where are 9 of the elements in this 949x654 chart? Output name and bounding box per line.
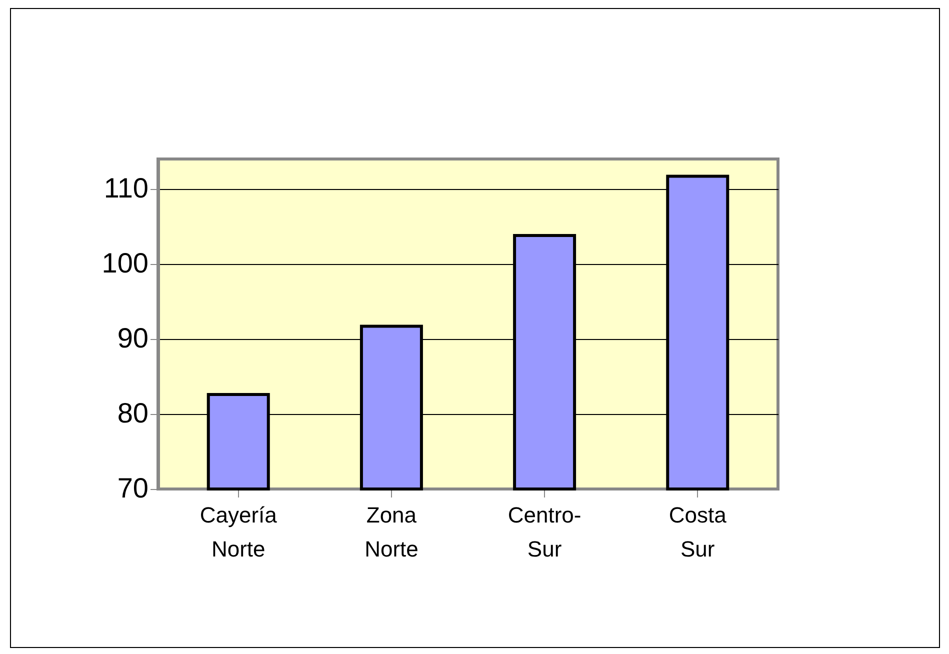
x-tick-label: Cayería Norte xyxy=(200,502,278,562)
y-tick-label: 100 xyxy=(102,248,148,278)
y-tick-label: 80 xyxy=(117,398,148,428)
x-tick-label: Centro-Sur xyxy=(508,502,582,562)
y-tick-label: 90 xyxy=(117,322,148,354)
x-tick-label: Zona Norte xyxy=(364,502,418,562)
y-tick-label: 110 xyxy=(104,172,148,204)
x-tick-label: Costa Sur xyxy=(668,502,728,562)
y-tick-label: 70 xyxy=(117,472,148,504)
